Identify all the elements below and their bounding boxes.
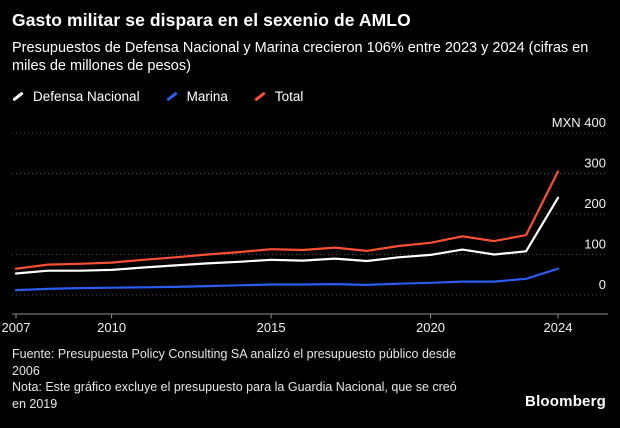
chart-subtitle: Presupuestos de Defensa Nacional y Marin…: [12, 39, 589, 75]
y-axis-label-300: 300: [584, 155, 606, 170]
y-axis-label-200: 200: [584, 196, 606, 211]
legend-item-defensa-nacional: Defensa Nacional: [12, 89, 140, 104]
line-chart: 0 100 200 300 MXN 400 2007 2010 2015 2020 2024: [2, 115, 608, 335]
legend-marker-marina-icon: [165, 91, 178, 102]
legend-marker-total-icon: [254, 91, 266, 102]
series-line-marina: [14, 267, 560, 292]
chart-area: 0 100 200 300 MXN 400 2007 2010 2015 2020 2024: [2, 107, 608, 338]
legend-label-total: Total: [274, 88, 304, 104]
legend-label-marina: Marina: [186, 88, 228, 104]
y-axis-label-100: 100: [584, 236, 606, 251]
legend: Defensa Nacional Marina Total: [12, 89, 608, 104]
note-text-line-1: Nota: Este gráfico excluye el presupuest…: [12, 380, 457, 395]
chart-title: Gasto militar se dispara en el sexenio d…: [12, 10, 411, 30]
x-axis-label-2024: 2024: [544, 320, 573, 335]
x-axis-label-2015: 2015: [257, 320, 286, 335]
legend-item-total: Total: [254, 88, 304, 104]
legend-marker-defensa-nacional-icon: [12, 91, 24, 102]
y-axis-label-400: MXN 400: [552, 115, 606, 130]
legend-item-marina: Marina: [165, 88, 228, 104]
x-axis-label-2010: 2010: [97, 320, 126, 335]
legend-label-defensa-nacional: Defensa Nacional: [33, 88, 140, 104]
x-axis-label-2007: 2007: [2, 320, 31, 335]
series-line-total: [14, 170, 560, 270]
series-line-defensa-nacional: [14, 196, 560, 275]
footer: Fuente: Presupuesta Policy Consulting SA…: [12, 346, 608, 413]
bloomberg-logo: Bloomberg: [525, 392, 606, 410]
source-text-line-1: Fuente: Presupuesta Policy Consulting SA…: [12, 346, 457, 361]
y-axis-label-0: 0: [599, 277, 606, 292]
source-text-line-2: 2006: [12, 363, 40, 378]
note-text-line-2: en 2019: [12, 396, 58, 411]
x-axis-label-2020: 2020: [416, 320, 445, 335]
